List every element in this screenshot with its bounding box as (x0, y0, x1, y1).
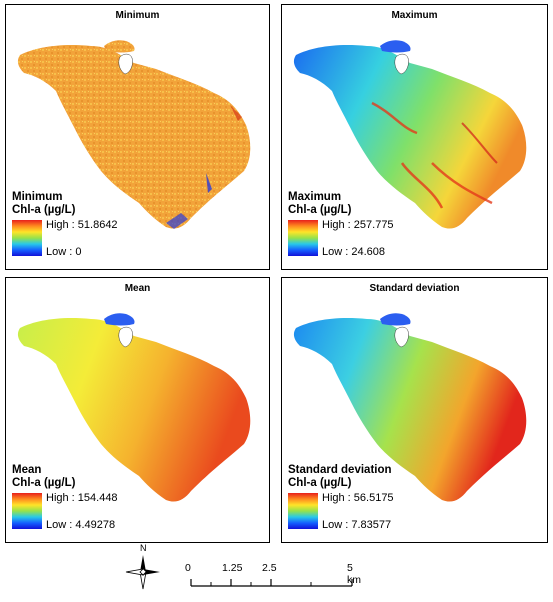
north-arrow: N (118, 543, 168, 597)
scale-tick-label: 1.25 (222, 562, 243, 574)
legend-high: High : 56.5175 (322, 492, 394, 504)
legend-subtitle: Chl-a (µg/L) (12, 204, 76, 216)
maximum-map (293, 40, 527, 229)
minimum-map (17, 40, 251, 229)
legend-high: High : 154.448 (46, 492, 118, 504)
legend-subtitle: Chl-a (µg/L) (12, 477, 76, 489)
legend-title: Mean (12, 464, 42, 476)
legend-low: Low : 0 (46, 246, 82, 258)
legend-subtitle: Chl-a (µg/L) (288, 204, 352, 216)
legend-low: Low : 7.83577 (322, 519, 392, 531)
panel-minimum: Minimum Minimum Chl-a (µg/L) High : 51.8… (5, 4, 270, 270)
panel-mean: Mean Mean Chl-a (µg/L) High : 154.448 Lo… (5, 277, 270, 543)
map-legend: Maximum Chl-a (µg/L) High : 257.775 Low … (288, 191, 394, 258)
legend-high: High : 51.8642 (46, 219, 118, 231)
panel-title: Standard deviation (369, 283, 460, 294)
north-label: N (140, 543, 147, 553)
panel-title: Maximum (391, 10, 438, 21)
color-ramp (12, 493, 42, 529)
legend-title: Maximum (288, 191, 342, 203)
legend-low: Low : 4.49278 (46, 519, 116, 531)
legend-low: Low : 24.608 (322, 246, 385, 258)
legend-subtitle: Chl-a (µg/L) (288, 477, 352, 489)
panel-title: Mean (124, 283, 151, 294)
compass-rose-icon (125, 555, 160, 590)
legend-title: Minimum (12, 191, 63, 203)
map-legend: Mean Chl-a (µg/L) High : 154.448 Low : 4… (12, 464, 118, 531)
scale-bar: 0 1.25 2.5 5 km (185, 562, 368, 592)
color-ramp (288, 220, 318, 256)
panel-standard-deviation: Standard deviation Standard deviation Ch… (281, 277, 548, 543)
scale-tick-label: 5 km (347, 562, 361, 586)
panel-maximum: Maximum Maximum Chl-a (µg/L) High : 257.… (281, 4, 548, 270)
scale-tick-label: 0 (185, 562, 191, 574)
color-ramp (12, 220, 42, 256)
scale-bar-line (190, 579, 353, 587)
scale-tick-label: 2.5 (262, 562, 277, 574)
map-legend: Minimum Chl-a (µg/L) High : 51.8642 Low … (12, 191, 118, 258)
panel-title: Minimum (115, 10, 160, 21)
legend-title: Standard deviation (288, 464, 392, 476)
color-ramp (288, 493, 318, 529)
legend-high: High : 257.775 (322, 219, 394, 231)
map-legend: Standard deviation Chl-a (µg/L) High : 5… (288, 464, 394, 531)
